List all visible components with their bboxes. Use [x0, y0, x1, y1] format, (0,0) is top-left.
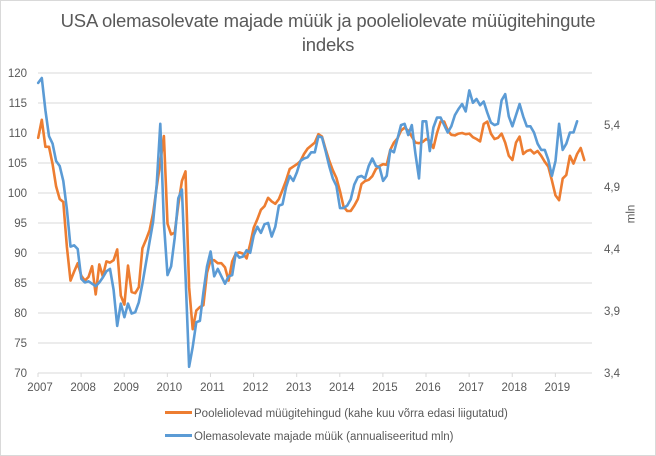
y-tick-label: 115 — [9, 98, 27, 110]
legend-swatch-blue — [165, 434, 192, 438]
x-tick-label: 2009 — [113, 382, 139, 394]
x-axis: 2007 2008 2009 2010 2011 2012 2013 2014 2015 2016… — [27, 373, 570, 394]
y2-tick-label: 3,4 — [604, 368, 621, 380]
y-axis-left: 70 75 80 85 90 95 100 105 110 115 120 — [8, 68, 27, 380]
legend-item-pending-sales: Pooleliolevad müügitehingud (kahe kuu võ… — [165, 406, 508, 422]
chart-title: USA olemasolevate majade müük ja pooleli… — [60, 10, 596, 31]
y-tick-label: 90 — [14, 248, 27, 260]
x-tick-label: 2018 — [501, 382, 527, 394]
series-line-existing-home-sales — [36, 76, 579, 369]
y-tick-label: 105 — [8, 158, 27, 170]
series-lines — [36, 76, 586, 369]
legend-label: Olemasolevate majade müük (annualiseerit… — [194, 431, 454, 443]
x-tick-label: 2014 — [329, 382, 355, 394]
y-axis-right: 3,4 3,9 4,4 4,9 5,4 — [604, 120, 621, 380]
y2-tick-label: 3,9 — [604, 306, 620, 318]
x-tick-label: 2011 — [200, 382, 225, 394]
x-tick-label: 2019 — [545, 382, 571, 394]
x-tick-label: 2015 — [372, 382, 398, 394]
y2-tick-label: 4,9 — [604, 182, 620, 194]
y-tick-label: 110 — [9, 128, 27, 140]
y2-tick-label: 4,4 — [604, 244, 621, 256]
series-line-pending-sales — [36, 118, 586, 331]
legend-swatch-orange — [165, 411, 192, 415]
y-tick-label: 100 — [8, 188, 27, 200]
y-tick-label: 85 — [14, 278, 27, 290]
x-tick-label: 2013 — [286, 382, 312, 394]
y2-tick-label: 5,4 — [604, 120, 621, 132]
y-tick-label: 75 — [14, 338, 27, 350]
legend-label: Pooleliolevad müügitehingud (kahe kuu võ… — [194, 408, 508, 420]
x-tick-label: 2017 — [458, 382, 484, 394]
x-tick-label: 2007 — [27, 382, 53, 394]
y-tick-label: 70 — [14, 368, 27, 380]
y-tick-label: 80 — [14, 308, 27, 320]
y2-axis-label: mln — [625, 204, 638, 224]
y-tick-label: 120 — [8, 68, 27, 80]
gridlines — [38, 72, 592, 374]
x-tick-label: 2010 — [157, 382, 183, 394]
x-tick-label: 2012 — [243, 382, 269, 394]
y-tick-label: 95 — [14, 218, 27, 230]
chart-title-line-2: indeks — [301, 34, 355, 55]
legend-item-existing-home-sales: Olemasolevate majade müük (annualiseerit… — [165, 429, 454, 445]
x-tick-label: 2016 — [415, 382, 441, 394]
x-tick-label: 2008 — [70, 382, 96, 394]
